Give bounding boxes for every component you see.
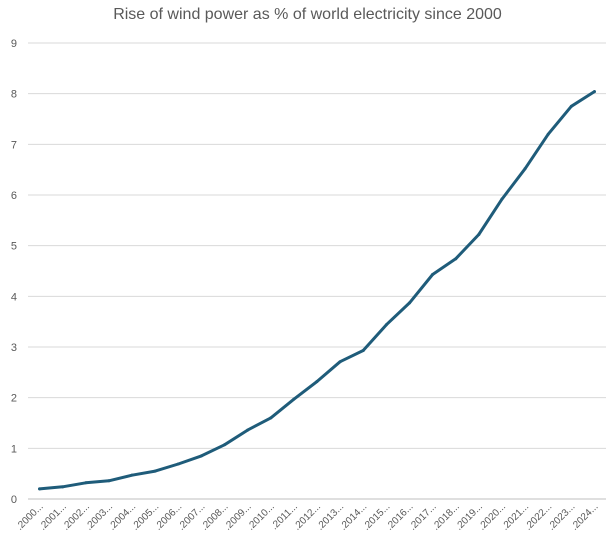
y-tick-label: 5	[11, 241, 17, 253]
data-point	[384, 323, 388, 327]
data-point	[107, 479, 111, 483]
data-point	[246, 428, 250, 432]
y-axis-ticks: 0 1 2 3 4 5 6 7 8 9	[11, 38, 17, 506]
data-point	[500, 197, 504, 201]
chart-title: Rise of wind power as % of world electri…	[113, 6, 502, 23]
y-tick-label: 3	[11, 342, 17, 354]
data-point	[407, 301, 411, 305]
data-point	[523, 167, 527, 171]
series	[38, 90, 596, 491]
y-tick-label: 2	[11, 393, 17, 405]
data-point	[338, 360, 342, 364]
data-point	[569, 104, 573, 108]
y-tick-label: 7	[11, 139, 17, 151]
series-line	[38, 90, 596, 491]
data-point	[130, 473, 134, 477]
gridlines	[28, 42, 606, 449]
data-point	[61, 485, 65, 489]
y-tick-label: 1	[11, 443, 17, 455]
x-axis-ticks: .2000....2001....2002....2003....2004...…	[14, 501, 600, 532]
y-tick-label: 0	[11, 494, 17, 506]
data-point	[315, 379, 319, 383]
data-point	[546, 132, 550, 136]
data-point	[84, 481, 88, 485]
data-point	[592, 90, 596, 94]
data-point	[292, 397, 296, 401]
data-point	[431, 273, 435, 277]
data-point	[269, 416, 273, 420]
data-point	[454, 257, 458, 261]
data-point	[361, 349, 365, 353]
y-tick-label: 8	[11, 89, 17, 101]
y-tick-label: 6	[11, 190, 17, 202]
data-point	[477, 233, 481, 237]
y-tick-label: 4	[11, 291, 17, 303]
y-tick-label: 9	[11, 38, 17, 50]
data-point	[223, 443, 227, 447]
data-point	[38, 487, 42, 491]
data-point	[153, 469, 157, 473]
data-point	[199, 454, 203, 458]
data-point	[176, 462, 180, 466]
